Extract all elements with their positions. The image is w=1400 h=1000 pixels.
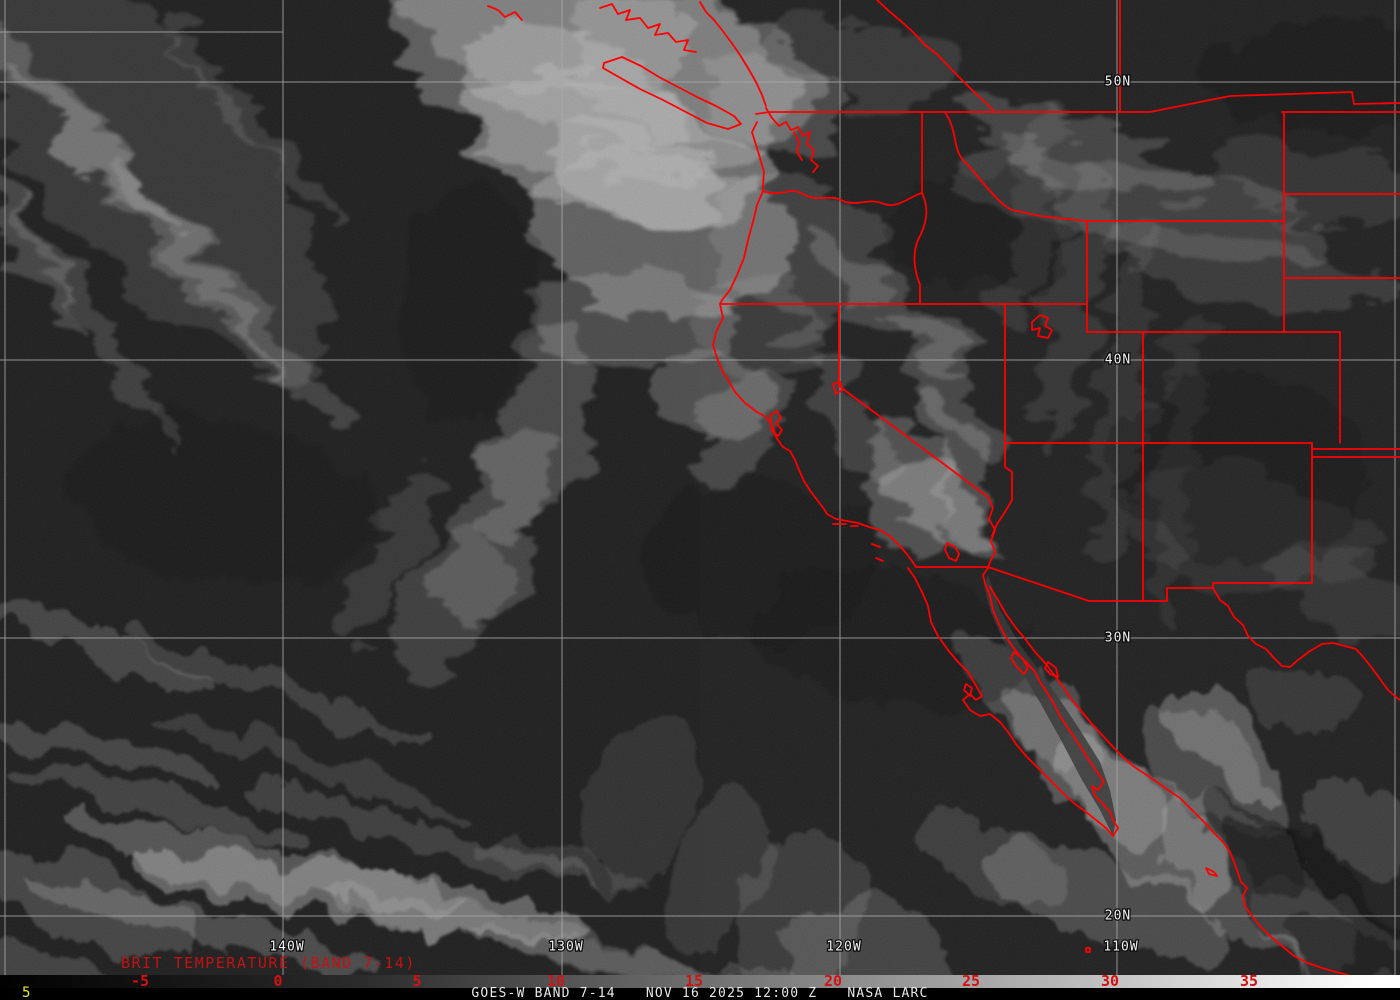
temperature-colorbar: -5 0 5 10 15 20 25 30 35 [0, 972, 1400, 990]
lat-label-30n: 30N [1105, 631, 1131, 646]
vancouver-island [602, 56, 742, 130]
salton-sea [944, 542, 960, 562]
lat-label-20n: 20N [1105, 909, 1131, 924]
isla-tiburon [1044, 661, 1059, 678]
colorbar-tick: -5 [130, 972, 150, 990]
lat-label-50n: 50N [1105, 75, 1131, 90]
us-canada-border [755, 91, 1400, 115]
california-nevada-diagonal-border [838, 385, 989, 498]
brightness-temperature-title: BRIT TEMPERATURE (BAND 7-14) [121, 954, 416, 972]
idaho-montana-border [944, 111, 1088, 222]
us-mexico-border [915, 566, 1214, 602]
corner-value: 5 [22, 985, 31, 1000]
great-salt-lake [1031, 314, 1053, 339]
channel-islands [832, 523, 884, 562]
caption-datetime: NOV 16 2025 12:00 Z [645, 986, 818, 1000]
isla-cedros [963, 683, 973, 697]
colorbar-tick: 0 [273, 972, 283, 990]
colorbar-tick: 35 [1239, 972, 1259, 990]
colorbar-tick: 5 [412, 972, 422, 990]
grid-labels: 50N 40N 30N 20N 140W 130W 120W 110W [268, 73, 1139, 956]
bc-coast [599, 3, 697, 53]
colorbar-tick: 15 [684, 972, 704, 990]
latlon-grid [0, 0, 1400, 975]
washington-coast [751, 121, 765, 192]
lon-label-110w: 110W [1103, 940, 1138, 955]
hood-canal [793, 131, 803, 161]
satellite-map: 50N 40N 30N 20N 140W 130W 120W 110W [0, 0, 1400, 975]
isla-angel-de-la-guarda [1010, 651, 1029, 675]
lon-label-130w: 130W [548, 940, 583, 955]
columbia-river-border [762, 190, 923, 206]
colorbar-tick: 20 [823, 972, 843, 990]
island-dot [1085, 947, 1091, 953]
noise-overlay [0, 0, 1400, 975]
caption-text: GOES-W BAND 7-14 NOV 16 2025 12:00 Z NAS… [0, 986, 1400, 1000]
baja-gulf-coast [982, 567, 1119, 837]
bc-islands [487, 5, 523, 21]
caption-source: NASA LARC [847, 986, 929, 1000]
rio-grande-border [1212, 587, 1400, 701]
nevada-arizona-border [991, 442, 1013, 537]
lake-tahoe [832, 381, 843, 395]
puget-sound [765, 107, 819, 173]
bc-alberta-border [876, 0, 994, 111]
colorado-river-border [987, 496, 996, 569]
oregon-coast [719, 190, 764, 305]
sonora-sinaloa-coast [989, 586, 1349, 975]
texas-newmexico-border [1212, 442, 1313, 589]
colorbar-tick: 25 [961, 972, 981, 990]
caption-bar: 5 GOES-W BAND 7-14 NOV 16 2025 12:00 Z N… [0, 985, 1400, 1000]
lon-label-120w: 120W [826, 940, 861, 955]
lon-label-140w: 140W [269, 940, 304, 955]
caption-product: GOES-W BAND 7-14 [471, 986, 616, 1000]
baja-pacific-coast [907, 567, 1114, 837]
colorbar-tick: 30 [1100, 972, 1120, 990]
colorbar-tick: 10 [546, 972, 566, 990]
snake-river-border [913, 192, 928, 305]
lat-label-40n: 40N [1105, 353, 1131, 368]
islas-marias [1205, 867, 1218, 877]
california-coast [712, 303, 917, 568]
bc-mainland-coast [699, 1, 767, 107]
map-boundaries [487, 0, 1400, 975]
san-francisco-bay [769, 410, 783, 437]
